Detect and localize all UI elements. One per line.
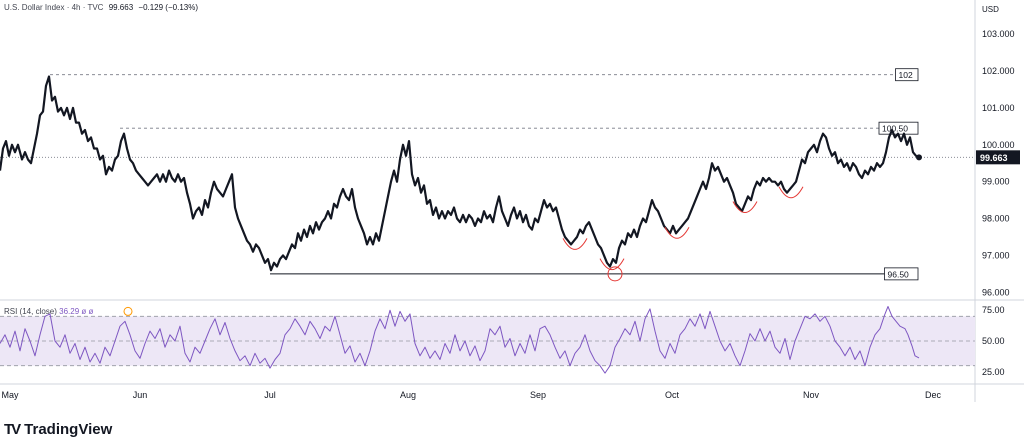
rsi-marker-circle [123,306,133,316]
price-label-box [976,150,1020,165]
price-tick-label: 97.000 [982,250,1010,260]
price-tick-label: 100.000 [982,140,1015,150]
price-line [0,75,920,272]
price-tick-label: 98.000 [982,214,1010,224]
level-label: 100.50 [882,124,908,134]
price-tick-label: 96.000 [982,287,1010,297]
price-label: 99.663 [980,153,1008,163]
rsi-extra-2: ø [88,307,94,316]
price-tick-label: 99.000 [982,177,1010,187]
rsi-tick-label: 25.00 [982,367,1005,377]
annotation-curve [732,201,758,213]
last-price: 99.663 [108,3,134,12]
level-label-box [895,68,919,82]
time-tick-label: Jul [264,390,276,400]
brand-name: TradingView [24,421,113,438]
time-tick-label: Sep [530,390,546,400]
level-label: 102 [899,70,913,80]
level-label-box [884,267,919,281]
rsi-tick-label: 50.00 [982,336,1005,346]
time-tick-label: Aug [400,390,416,400]
level-label: 96.50 [888,269,910,279]
last-price-dot [916,154,922,161]
time-tick-label: Dec [925,390,942,400]
symbol-legend: U.S. Dollar Index · 4h · TVC 99.663 −0.1… [4,3,201,12]
annotation-circle [607,266,623,282]
time-tick-label: Jun [133,390,148,400]
rsi-label[interactable]: RSI (14, close) [4,307,57,316]
annotation-curve [664,227,690,239]
annotation-curve [599,258,625,271]
time-tick-label: Nov [803,390,820,400]
rsi-extra-1: ø [81,307,87,316]
rsi-value: 36.29 [59,307,80,316]
time-tick-label: May [1,390,19,400]
tradingview-brand[interactable]: TV TradingView [4,421,112,438]
symbol-name[interactable]: U.S. Dollar Index · 4h · TVC [4,3,104,12]
price-tick-label: 101.000 [982,103,1015,113]
annotation-curve [778,186,804,199]
price-tick-label: 102.000 [982,66,1015,76]
price-change: −0.129 (−0.13%) [138,3,198,12]
annotation-curve [562,238,588,250]
currency-label: USD [982,5,999,14]
rsi-tick-label: 75.00 [982,305,1005,315]
price-tick-label: 103.000 [982,29,1015,39]
tradingview-logo-icon: TV [4,421,21,438]
rsi-legend: RSI (14, close) 36.29 ø ø [4,307,93,316]
time-tick-label: Oct [665,390,680,400]
rsi-line [0,306,920,374]
